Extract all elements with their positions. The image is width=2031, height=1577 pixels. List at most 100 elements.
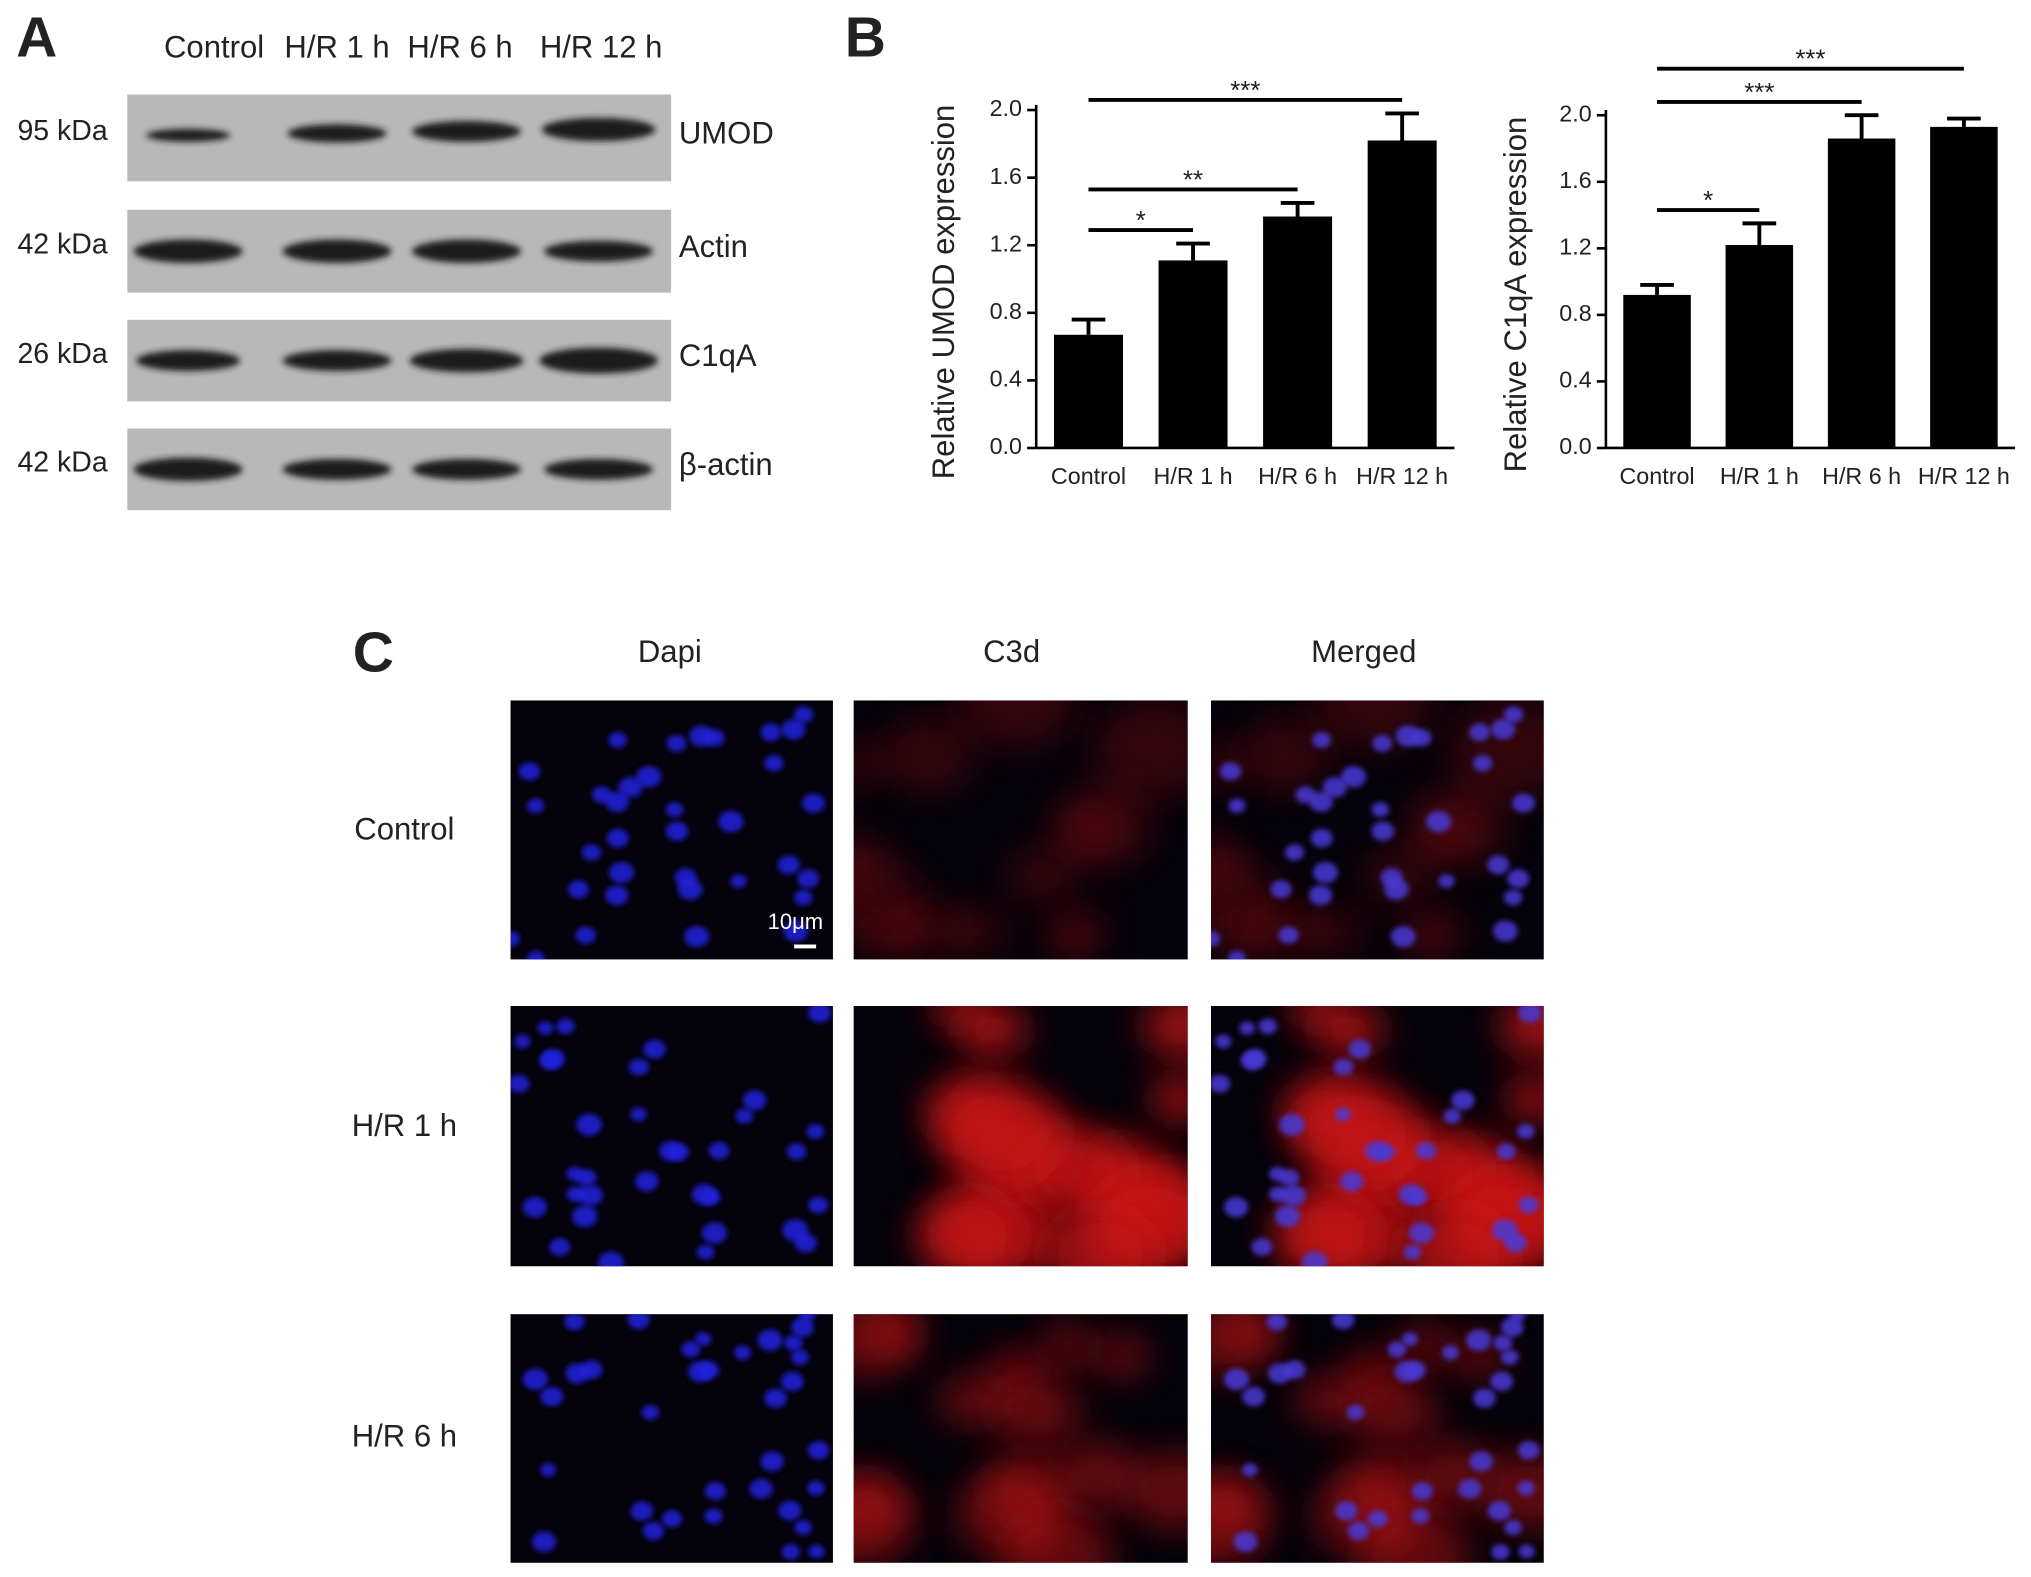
bar	[1367, 140, 1437, 448]
c3d-signal	[1125, 1451, 1188, 1531]
nucleus	[742, 1090, 767, 1111]
nucleus	[701, 1222, 727, 1244]
significance-label: *	[1136, 207, 1146, 235]
error-bar	[1176, 241, 1210, 261]
nucleus	[636, 766, 662, 788]
nucleus	[1333, 1058, 1354, 1076]
protein-label: C1qA	[679, 338, 757, 373]
y-tick-label: 1.2	[1559, 233, 1591, 259]
nucleus	[1469, 723, 1491, 742]
c3d-signal	[1359, 1509, 1471, 1563]
nucleus	[802, 793, 825, 813]
nucleus	[1496, 1143, 1516, 1160]
nucleus	[1374, 1143, 1396, 1161]
nucleus	[1219, 762, 1242, 781]
nucleus	[1487, 855, 1510, 875]
nucleus	[1518, 1006, 1542, 1023]
nucleus	[1283, 1360, 1306, 1379]
nucleus	[791, 1317, 814, 1337]
nucleus	[1493, 1335, 1513, 1351]
nucleus	[668, 1143, 690, 1161]
nucleus	[786, 1143, 807, 1160]
nucleus	[1473, 754, 1493, 772]
nucleus	[1266, 1314, 1288, 1331]
c3d-signal	[880, 716, 976, 793]
nucleus	[1504, 1520, 1522, 1535]
nucleus	[629, 1058, 649, 1076]
lane-label: Control	[164, 29, 264, 64]
c3d-signal	[1093, 1333, 1151, 1380]
nucleus	[576, 1113, 602, 1136]
nucleus	[708, 1142, 730, 1160]
panel-label: B	[845, 5, 886, 69]
nucleus	[1242, 1386, 1266, 1407]
nucleus	[1310, 828, 1333, 848]
c3d-signal	[983, 1455, 1066, 1522]
nucleus	[1408, 1222, 1434, 1244]
image-content	[1211, 700, 1544, 960]
image-content	[853, 1314, 1188, 1563]
blot-band	[146, 128, 231, 142]
c3d-signal	[1506, 1075, 1544, 1123]
nucleus	[1334, 1107, 1352, 1122]
nucleus	[784, 1335, 803, 1351]
micrograph	[510, 1314, 833, 1563]
y-tick-label: 0.0	[1559, 433, 1591, 459]
nucleus	[794, 1520, 812, 1535]
column-label: Merged	[1311, 634, 1416, 669]
nucleus	[1340, 766, 1367, 788]
nucleus	[1309, 791, 1333, 812]
c3d-signal	[1237, 716, 1333, 793]
image-content	[1211, 1006, 1544, 1267]
nucleus	[522, 1368, 548, 1391]
nucleus	[1438, 874, 1455, 889]
y-axis-label: Relative UMOD expression	[926, 105, 961, 480]
blot-band	[133, 457, 243, 481]
nucleus	[630, 1501, 653, 1521]
nucleus	[1322, 777, 1347, 798]
nucleus	[576, 1169, 597, 1187]
c3d-signal	[948, 907, 1010, 957]
nucleus	[1415, 1142, 1437, 1160]
column-label: Dapi	[638, 634, 702, 669]
y-tick-label: 0.4	[990, 366, 1022, 392]
nucleus	[564, 1314, 585, 1331]
nucleus	[704, 1508, 723, 1524]
c3d-signal	[1211, 1474, 1265, 1536]
nucleus	[635, 1171, 659, 1192]
nucleus	[760, 1451, 784, 1472]
c3d-signal	[1216, 913, 1279, 960]
nucleus	[781, 1544, 801, 1560]
nucleus	[1384, 878, 1409, 900]
micrograph	[1211, 1314, 1544, 1563]
nucleus	[1491, 1544, 1510, 1560]
nucleus	[566, 1186, 586, 1203]
bar	[1930, 126, 1998, 448]
nucleus	[1504, 1233, 1527, 1253]
x-tick-label: H/R 1 h	[1720, 463, 1799, 489]
blot-band	[287, 124, 387, 143]
error-bar	[1071, 317, 1106, 335]
nucleus	[643, 1039, 666, 1059]
significance-label: ***	[1795, 46, 1825, 74]
c3d-signal	[1412, 909, 1468, 954]
nucleus	[1490, 1371, 1514, 1392]
panel-label: A	[16, 5, 57, 69]
x-tick-label: H/R 6 h	[1822, 463, 1901, 489]
c3d-signal	[1446, 700, 1544, 800]
nucleus	[1240, 1051, 1263, 1070]
image-content	[1211, 1314, 1544, 1563]
nucleus	[1469, 1451, 1493, 1472]
nucleus	[1426, 810, 1452, 833]
c3d-signal	[1293, 1082, 1420, 1184]
nucleus	[580, 1360, 603, 1379]
error-bar	[1280, 201, 1315, 217]
nucleus	[1371, 802, 1390, 818]
bar	[1725, 245, 1794, 448]
nucleus	[764, 754, 784, 772]
y-axis-label: Relative C1qA expression	[1498, 117, 1533, 473]
c3d-signal	[914, 1193, 1022, 1267]
nucleus	[1348, 1039, 1371, 1059]
nucleus	[642, 1521, 665, 1541]
significance-label: ***	[1230, 77, 1260, 105]
